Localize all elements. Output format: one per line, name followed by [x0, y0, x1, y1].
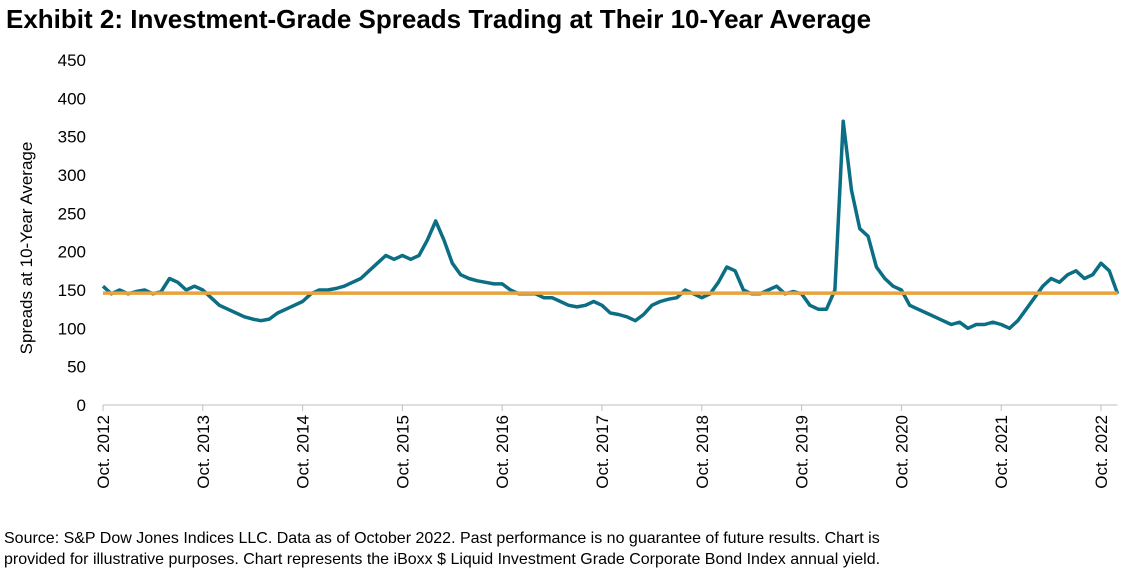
y-tick-label: 400: [58, 89, 86, 108]
x-tick-label: Oct. 2017: [593, 415, 612, 489]
y-tick-label: 350: [58, 128, 86, 147]
x-tick-label: Oct. 2022: [1092, 415, 1111, 489]
y-tick-label: 0: [77, 396, 86, 415]
y-tick-label: 450: [58, 51, 86, 70]
x-tick-label: Oct. 2016: [493, 415, 512, 489]
y-tick-label: 100: [58, 319, 86, 338]
x-tick-label: Oct. 2019: [793, 415, 812, 489]
y-tick-label: 150: [58, 281, 86, 300]
y-tick-label: 300: [58, 166, 86, 185]
chart-title: Exhibit 2: Investment-Grade Spreads Trad…: [6, 4, 871, 34]
x-tick-label: Oct. 2012: [94, 415, 113, 489]
source-note: Source: S&P Dow Jones Indices LLC. Data …: [4, 530, 880, 547]
series-line: [101, 119, 1120, 331]
y-tick-label: 250: [58, 204, 86, 223]
x-tick-label: Oct. 2014: [294, 415, 313, 489]
y-tick-label: 50: [67, 358, 86, 377]
x-tick-label: Oct. 2013: [194, 415, 213, 489]
x-tick-label: Oct. 2020: [892, 415, 911, 489]
x-tick-label: Oct. 2018: [693, 415, 712, 489]
source-note: provided for illustrative purposes. Char…: [4, 551, 880, 568]
y-axis-label: Spreads at 10-Year Average: [17, 142, 36, 355]
y-tick-label: 200: [58, 243, 86, 262]
x-tick-label: Oct. 2015: [393, 415, 412, 489]
x-tick-label: Oct. 2021: [992, 415, 1011, 489]
